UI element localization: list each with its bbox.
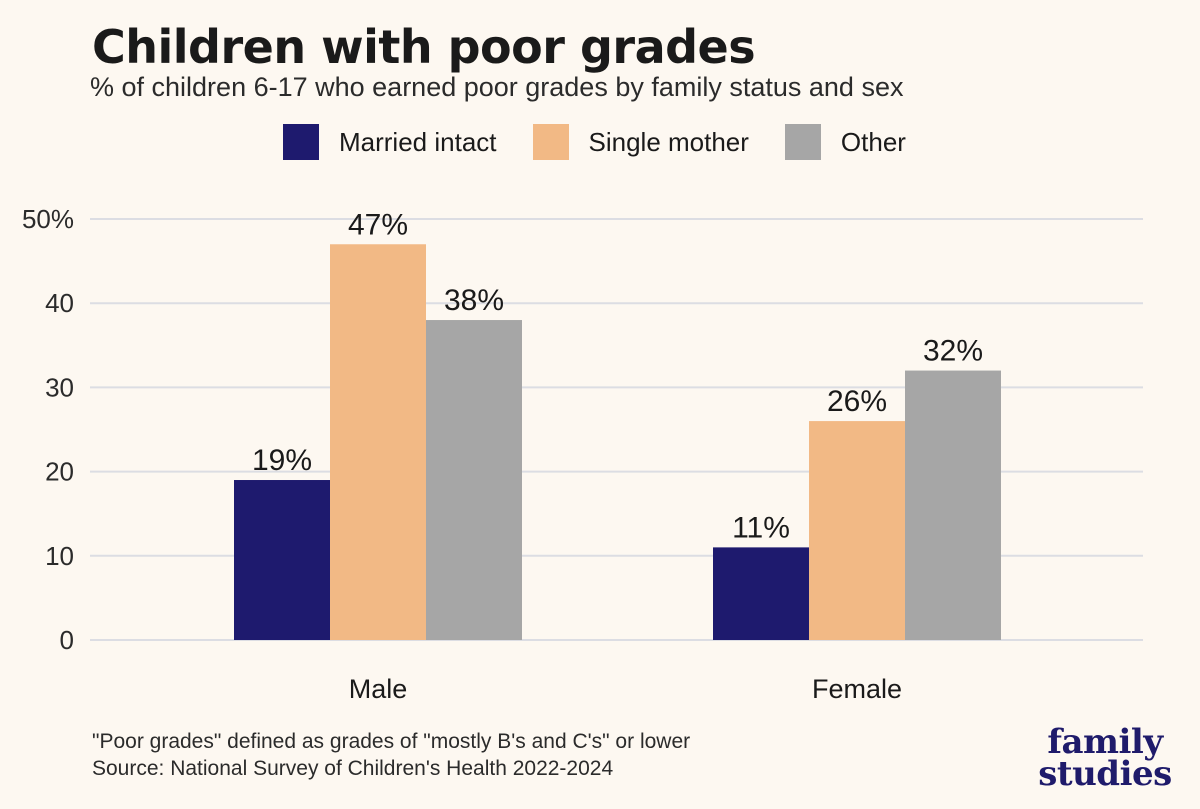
data-label-female-married-intact: 11%: [732, 511, 790, 544]
legend: Married intact Single mother Other: [283, 124, 942, 160]
x-category-label-male: Male: [349, 674, 408, 704]
legend-label-other: Other: [840, 126, 906, 157]
legend-item-other: Other: [784, 124, 906, 160]
footnote-source: Source: National Survey of Children's He…: [92, 757, 614, 780]
data-label-male-other: 38%: [444, 284, 504, 317]
y-tick-label-10: 10: [45, 541, 74, 571]
chart-title: Children with poor grades: [92, 20, 756, 74]
logo-line-studies: studies: [1038, 754, 1172, 794]
legend-item-single-mother: Single mother: [532, 124, 749, 160]
family-studies-logo: family studies: [1030, 722, 1180, 794]
legend-swatch-single-mother: [532, 124, 569, 160]
logo-line-family: family: [1047, 722, 1163, 762]
y-tick-label-50: 50%: [22, 204, 74, 234]
footnote: "Poor grades" defined as grades of "most…: [92, 728, 690, 782]
x-category-label-female: Female: [812, 674, 902, 704]
y-tick-label-20: 20: [45, 457, 74, 487]
data-label-male-single-mother: 47%: [348, 208, 408, 241]
bar-female-single-mother: [809, 421, 905, 640]
y-tick-label-40: 40: [45, 288, 74, 318]
bar-male-other: [426, 320, 522, 640]
data-label-female-other: 32%: [923, 335, 983, 368]
legend-label-married-intact: Married intact: [339, 126, 497, 157]
legend-swatch-other: [784, 124, 821, 160]
chart-subtitle: % of children 6-17 who earned poor grade…: [90, 72, 904, 102]
legend-item-married-intact: Married intact: [283, 124, 497, 160]
data-label-male-married-intact: 19%: [252, 444, 312, 477]
bar-female-married-intact: [713, 547, 809, 640]
bar-male-married-intact: [234, 480, 330, 640]
y-tick-label-0: 0: [60, 625, 74, 655]
footnote-definition: "Poor grades" defined as grades of "most…: [92, 730, 691, 753]
legend-swatch-married-intact: [283, 124, 319, 160]
y-tick-label-30: 30: [45, 372, 74, 402]
legend-label-single-mother: Single mother: [588, 126, 749, 157]
bar-male-single-mother: [330, 244, 426, 640]
bar-female-other: [905, 370, 1001, 640]
data-label-female-single-mother: 26%: [827, 385, 887, 418]
